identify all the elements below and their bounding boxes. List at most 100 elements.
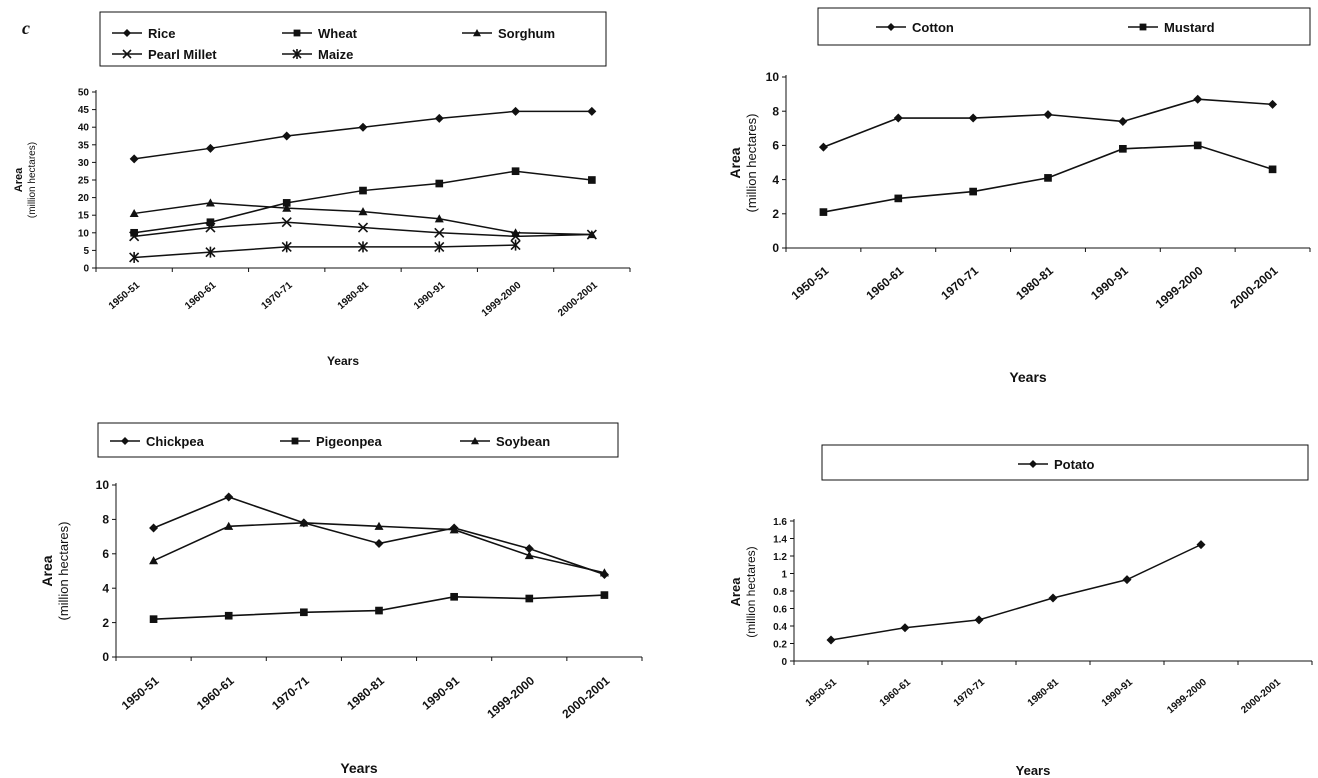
- data-point: [357, 222, 369, 233]
- y-tick-label: 0: [781, 657, 787, 668]
- data-point: [282, 131, 292, 141]
- x-tick-label: 1960-61: [863, 263, 906, 302]
- data-point: [374, 521, 384, 530]
- y-tick-label: 6: [772, 139, 779, 153]
- y-tick-label: 15: [78, 211, 90, 222]
- data-point: [1196, 540, 1206, 550]
- potato-area-chart: Potato 0 0.2 0.4 0.6 0.8 1 1.2 1.4 1.6 1950-51 1960…: [728, 444, 1313, 778]
- legend-label: Wheat: [318, 26, 358, 41]
- y-tick-label: 1: [781, 569, 787, 580]
- data-point: [510, 239, 521, 251]
- cereal-area-chart: Rice Wheat Sorghum Pearl Millet Maize 0 5 10 15 2…: [13, 11, 631, 368]
- data-point: [224, 521, 234, 530]
- x-tick-label: 1990-91: [1100, 677, 1136, 709]
- y-tick-label: 0.6: [773, 604, 787, 615]
- data-point: [358, 122, 368, 132]
- y-tick-label: 50: [78, 88, 90, 99]
- data-point: [434, 113, 444, 123]
- data-point: [434, 214, 444, 223]
- series-line: [830, 543, 1202, 641]
- y-tick-label: 35: [78, 140, 90, 151]
- y-axis-subtitle: (million hectares): [27, 142, 38, 218]
- x-tick-label: 1990-91: [419, 673, 462, 712]
- series-line: [134, 170, 592, 234]
- legend-box: [99, 11, 607, 67]
- legend-marker: [1139, 23, 1147, 31]
- legend-marker: [122, 49, 132, 59]
- series-pearl-millet: [129, 217, 597, 242]
- data-point: [586, 229, 597, 240]
- data-point: [359, 186, 367, 195]
- data-point: [282, 203, 292, 212]
- y-tick-label: 10: [766, 70, 780, 84]
- data-point: [1043, 110, 1053, 120]
- x-tick-label: 1999-2000: [480, 280, 524, 319]
- series-line: [134, 110, 592, 160]
- x-axis-title: Years: [1009, 369, 1047, 385]
- data-point: [224, 611, 233, 620]
- series-line: [134, 221, 592, 238]
- y-axis-subtitle: (million hectares): [744, 546, 758, 637]
- x-tick-label: 1980-81: [344, 673, 387, 712]
- data-point: [1044, 174, 1052, 182]
- x-tick-label: 1980-81: [336, 280, 372, 312]
- data-point: [205, 143, 215, 153]
- data-point: [893, 113, 903, 123]
- data-point: [374, 538, 384, 548]
- series-potato: [826, 540, 1206, 645]
- y-tick-label: 10: [96, 478, 110, 492]
- legend-label: Rice: [148, 26, 175, 41]
- data-point: [525, 594, 534, 603]
- legend-box: [97, 422, 619, 458]
- y-axis-title: Area: [728, 577, 743, 607]
- x-tick-label: 1990-91: [1088, 263, 1131, 302]
- series-line: [823, 98, 1273, 148]
- x-tick-label: 1950-51: [789, 263, 832, 302]
- data-point: [434, 241, 445, 253]
- data-point: [1268, 165, 1277, 174]
- x-tick-label: 1980-81: [1026, 677, 1062, 709]
- legend-label: Potato: [1054, 457, 1095, 472]
- data-point: [130, 228, 138, 237]
- data-point: [510, 231, 521, 242]
- data-point: [358, 207, 368, 216]
- data-point: [435, 179, 444, 188]
- data-point: [205, 222, 216, 233]
- legend-marker: [292, 49, 302, 59]
- series-rice: [129, 106, 597, 164]
- data-point: [281, 241, 292, 253]
- data-point: [894, 194, 903, 203]
- data-point: [968, 113, 978, 123]
- data-point: [281, 217, 292, 228]
- legend-label: Chickpea: [146, 434, 205, 449]
- y-tick-label: 2: [772, 207, 779, 221]
- x-tick-label: 1950-51: [804, 677, 840, 709]
- data-point: [129, 251, 140, 263]
- series-chickpea: [149, 492, 609, 579]
- legend-label: Sorghum: [498, 26, 555, 41]
- y-tick-label: 30: [78, 158, 90, 169]
- y-tick-label: 8: [772, 104, 779, 118]
- y-tick-label: 25: [78, 176, 90, 187]
- x-tick-label: 1960-61: [194, 673, 237, 712]
- data-point: [511, 106, 521, 116]
- x-tick-label: 1960-61: [878, 677, 914, 709]
- legend-marker: [121, 437, 129, 445]
- x-tick-label: 1999-2000: [484, 673, 537, 721]
- y-tick-label: 5: [83, 246, 89, 257]
- series-soybean: [149, 518, 609, 577]
- legend-label: Pearl Millet: [148, 47, 217, 62]
- x-tick-label: 1970-71: [952, 677, 988, 709]
- legend-marker: [123, 29, 131, 37]
- y-tick-label: 1.2: [773, 552, 787, 563]
- series-cotton: [818, 94, 1278, 152]
- data-point: [149, 615, 158, 623]
- data-point: [1193, 94, 1203, 104]
- data-point: [1048, 593, 1058, 603]
- series-line: [134, 244, 516, 259]
- y-tick-label: 1.6: [773, 517, 787, 528]
- y-tick-label: 1.4: [773, 534, 787, 545]
- y-tick-label: 40: [78, 123, 90, 134]
- x-tick-label: 1999-2000: [1165, 677, 1209, 716]
- legend-box: [817, 7, 1311, 46]
